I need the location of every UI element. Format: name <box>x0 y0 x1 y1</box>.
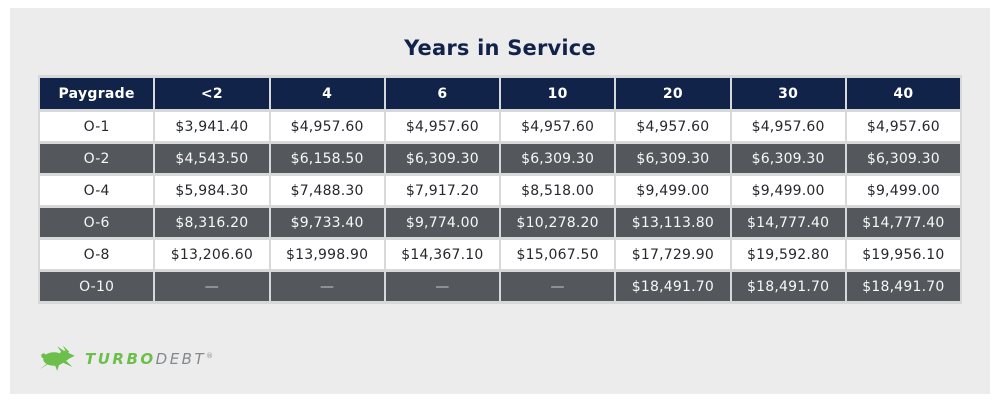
pay-value-cell: $10,278.20 <box>501 208 615 237</box>
turbodebt-logo: TURBODEBT® <box>38 345 213 373</box>
paygrade-cell: O-2 <box>40 144 154 173</box>
pay-value-cell: $14,777.40 <box>731 208 845 237</box>
pay-value-cell: $9,733.40 <box>270 208 384 237</box>
paygrade-cell: O-10 <box>40 272 154 301</box>
pay-value-cell: $18,491.70 <box>616 272 730 301</box>
pay-value-cell: $6,309.30 <box>616 144 730 173</box>
pay-value-cell: $6,309.30 <box>731 144 845 173</box>
pay-value-cell: $6,309.30 <box>846 144 960 173</box>
pay-value-cell: $14,367.10 <box>385 240 499 269</box>
pay-value-cell: $19,956.10 <box>846 240 960 269</box>
pay-value-cell: — <box>501 272 615 301</box>
pay-value-cell: $3,941.40 <box>155 112 269 141</box>
pay-value-cell: $4,957.60 <box>270 112 384 141</box>
pay-value-cell: $13,113.80 <box>616 208 730 237</box>
registered-trademark-symbol: ® <box>206 352 214 360</box>
military-pay-table: Paygrade <2 4 6 10 20 30 40 O-1 $3,941.40 $4,957.… <box>38 75 962 304</box>
pay-chart-card: Years in Service Paygrade <2 4 6 10 20 30 40 O-… <box>10 8 990 394</box>
pay-value-cell: $18,491.70 <box>731 272 845 301</box>
table-row: O-8 $13,206.60 $13,998.90 $14,367.10 $15,067… <box>40 240 960 269</box>
pay-value-cell: $4,957.60 <box>846 112 960 141</box>
brand-secondary-text: DEBT <box>155 350 207 368</box>
column-header: 6 <box>385 78 499 109</box>
table-row: O-1 $3,941.40 $4,957.60 $4,957.60 $4,957.60 $… <box>40 112 960 141</box>
paygrade-cell: O-4 <box>40 176 154 205</box>
column-header: 20 <box>616 78 730 109</box>
pay-value-cell: $14,777.40 <box>846 208 960 237</box>
pay-value-cell: $5,984.30 <box>155 176 269 205</box>
pay-value-cell: $15,067.50 <box>501 240 615 269</box>
pay-value-cell: $7,488.30 <box>270 176 384 205</box>
pay-value-cell: $8,518.00 <box>501 176 615 205</box>
paygrade-cell: O-1 <box>40 112 154 141</box>
pay-value-cell: $4,957.60 <box>616 112 730 141</box>
column-header: 30 <box>731 78 845 109</box>
pay-value-cell: $4,957.60 <box>385 112 499 141</box>
paygrade-cell: O-8 <box>40 240 154 269</box>
pay-value-cell: $4,957.60 <box>501 112 615 141</box>
pay-value-cell: $7,917.20 <box>385 176 499 205</box>
table-row: O-4 $5,984.30 $7,488.30 $7,917.20 $8,518.00 $… <box>40 176 960 205</box>
brand-primary-text: TURBO <box>85 350 156 368</box>
table-row: O-10— — — — $18,491.70 $18,491.70 $18,491.70 <box>40 272 960 301</box>
header-row: Paygrade <2 4 6 10 20 30 40 <box>40 78 960 109</box>
column-header: Paygrade <box>40 78 154 109</box>
pay-value-cell: — <box>385 272 499 301</box>
pay-table-container: Paygrade <2 4 6 10 20 30 40 O-1 $3,941.40 $4,957.… <box>38 75 962 304</box>
chart-title: Years in Service <box>404 36 596 60</box>
table-body: O-1 $3,941.40 $4,957.60 $4,957.60 $4,957.60 $… <box>40 112 960 301</box>
pay-value-cell: $13,998.90 <box>270 240 384 269</box>
pay-value-cell: $17,729.90 <box>616 240 730 269</box>
pay-value-cell: $8,316.20 <box>155 208 269 237</box>
pay-value-cell: $4,957.60 <box>731 112 845 141</box>
pay-value-cell: $13,206.60 <box>155 240 269 269</box>
column-header: 4 <box>270 78 384 109</box>
table-row: O-6 $8,316.20 $9,733.40 $9,774.00 $10,278.20… <box>40 208 960 237</box>
pay-value-cell: $9,774.00 <box>385 208 499 237</box>
pay-value-cell: $6,309.30 <box>501 144 615 173</box>
pay-value-cell: $9,499.00 <box>846 176 960 205</box>
pay-value-cell: $9,499.00 <box>616 176 730 205</box>
pay-value-cell: $9,499.00 <box>731 176 845 205</box>
pay-value-cell: $18,491.70 <box>846 272 960 301</box>
column-header: 40 <box>846 78 960 109</box>
table-header: Paygrade <2 4 6 10 20 30 40 <box>40 78 960 109</box>
pay-value-cell: $6,309.30 <box>385 144 499 173</box>
column-header: 10 <box>501 78 615 109</box>
logo-wordmark: TURBODEBT® <box>85 350 213 368</box>
table-row: O-2 $4,543.50 $6,158.50 $6,309.30 $6,309.30 $… <box>40 144 960 173</box>
pay-value-cell: $6,158.50 <box>270 144 384 173</box>
pay-value-cell: — <box>155 272 269 301</box>
paygrade-cell: O-6 <box>40 208 154 237</box>
pay-value-cell: $4,543.50 <box>155 144 269 173</box>
column-header: <2 <box>155 78 269 109</box>
rabbit-icon <box>38 345 78 373</box>
pay-value-cell: — <box>270 272 384 301</box>
pay-value-cell: $19,592.80 <box>731 240 845 269</box>
